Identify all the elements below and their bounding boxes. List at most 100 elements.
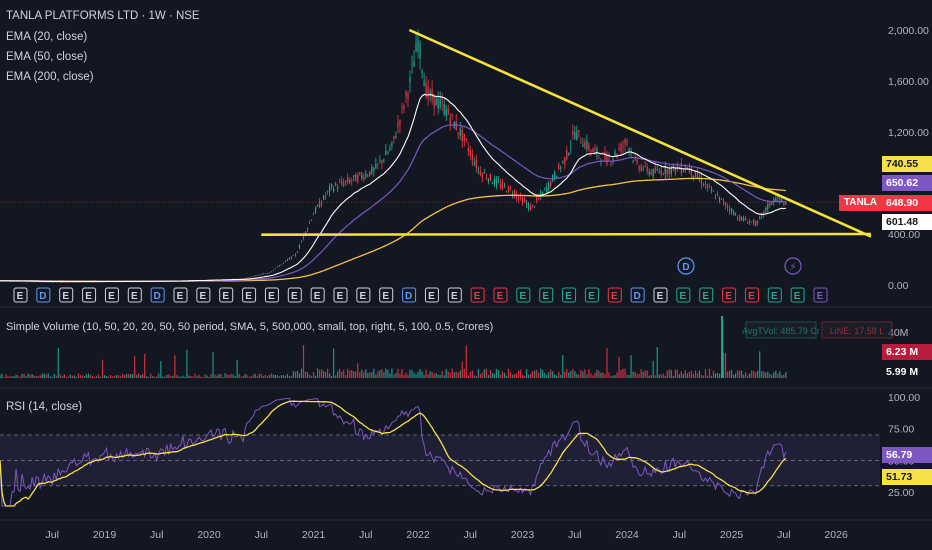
volume-bar — [489, 369, 492, 378]
volume-bar — [556, 375, 558, 378]
candle-body — [588, 144, 590, 150]
candle-body — [316, 205, 319, 207]
volume-bar — [393, 374, 395, 378]
rsi-ma-tag: 51.73 — [882, 469, 932, 485]
candle-body — [568, 153, 570, 156]
volume-bar — [89, 374, 92, 378]
volume-bar — [71, 375, 73, 378]
volume-bar — [176, 374, 178, 378]
volume-bar — [144, 353, 146, 378]
candle-body — [783, 203, 785, 206]
candle-body — [759, 218, 761, 219]
ema20-legend[interactable]: EMA (20, close) — [6, 31, 88, 43]
volume-overlay-label: AvgTVol: 485.79 Cr — [742, 326, 820, 336]
volume-bar — [688, 372, 690, 378]
volume-bar — [771, 374, 773, 378]
volume-bar — [99, 376, 102, 378]
volume-bar — [580, 369, 582, 378]
volume-bar — [487, 374, 490, 378]
time-tick-label: 2019 — [93, 529, 117, 541]
volume-bar — [618, 356, 620, 378]
volume-bar — [361, 369, 363, 378]
ema50-legend[interactable]: EMA (50, close) — [6, 51, 88, 63]
candle-body — [451, 114, 453, 116]
candle-body — [298, 245, 301, 248]
trendline-2 — [261, 232, 871, 236]
time-tick-label: 2020 — [197, 529, 221, 541]
candle-body — [491, 182, 494, 184]
candle-body — [27, 281, 29, 283]
volume-bar — [534, 370, 536, 378]
volume-pane-title[interactable]: Simple Volume (10, 50, 20, 20, 50, 50 pe… — [6, 321, 494, 333]
candle-body — [570, 146, 572, 148]
earnings-marker-box — [127, 287, 142, 303]
volume-bar — [234, 376, 236, 378]
volume-bar — [389, 373, 391, 378]
candle-body — [322, 195, 325, 200]
rsi-band — [0, 435, 880, 486]
volume-bar — [757, 370, 759, 378]
rsi-pane-title[interactable]: RSI (14, close) — [6, 401, 83, 413]
volume-bar — [785, 372, 787, 378]
volume-bar — [423, 375, 425, 378]
volume-bar — [507, 368, 510, 378]
volume-bar — [610, 376, 612, 378]
earnings-marker-label: E — [588, 291, 595, 302]
volume-bar — [363, 372, 365, 378]
volume-bar — [202, 377, 204, 378]
candle-body — [421, 70, 423, 74]
volume-bar — [548, 372, 550, 378]
earnings-marker-label: E — [657, 291, 664, 302]
volume-bar — [298, 373, 301, 378]
volume-bar — [264, 374, 266, 378]
earnings-marker-label: E — [17, 291, 24, 302]
volume-bar — [525, 369, 528, 378]
volume-bar — [574, 371, 576, 378]
candle-body — [349, 179, 351, 184]
volume-bar — [670, 369, 672, 378]
candle-body — [312, 214, 315, 216]
volume-bar — [335, 375, 337, 378]
volume-bar — [228, 374, 230, 378]
candle-body — [363, 177, 365, 180]
volume-bar — [578, 374, 580, 378]
candle-body — [288, 258, 291, 260]
volume-bar — [37, 376, 39, 378]
volume-bar — [606, 347, 608, 378]
volume-bar — [288, 376, 291, 378]
volume-bar — [206, 375, 208, 378]
candle-body — [602, 152, 604, 154]
volume-bar — [509, 372, 512, 378]
volume-bar — [668, 369, 670, 378]
candle-body — [274, 268, 276, 270]
candle-body — [270, 271, 272, 273]
candle-body — [33, 281, 35, 283]
volume-bar — [128, 373, 130, 378]
volume-bar — [341, 371, 343, 378]
volume-bar — [614, 375, 616, 378]
candle-body — [584, 142, 586, 148]
candle-body — [532, 204, 534, 206]
candle-body — [576, 130, 578, 140]
price-tick-label: 1,600.00 — [888, 76, 929, 88]
volume-bar — [505, 375, 508, 378]
volume-bar — [166, 374, 168, 378]
volume-bar — [700, 374, 703, 378]
volume-bar — [164, 376, 166, 378]
candle-body — [425, 82, 427, 98]
candle-body — [773, 198, 775, 202]
candle-body — [590, 149, 592, 153]
volume-bar — [608, 372, 610, 378]
volume-bar — [3, 377, 5, 378]
candle-body — [399, 120, 401, 126]
volume-bar — [602, 372, 604, 378]
ema200-legend[interactable]: EMA (200, close) — [6, 71, 94, 83]
volume-bar — [182, 375, 184, 378]
candle-body — [55, 281, 57, 283]
earnings-marker-box — [813, 287, 828, 303]
volume-bar — [399, 373, 401, 378]
candle-body — [435, 97, 437, 106]
volume-bar — [620, 370, 622, 378]
